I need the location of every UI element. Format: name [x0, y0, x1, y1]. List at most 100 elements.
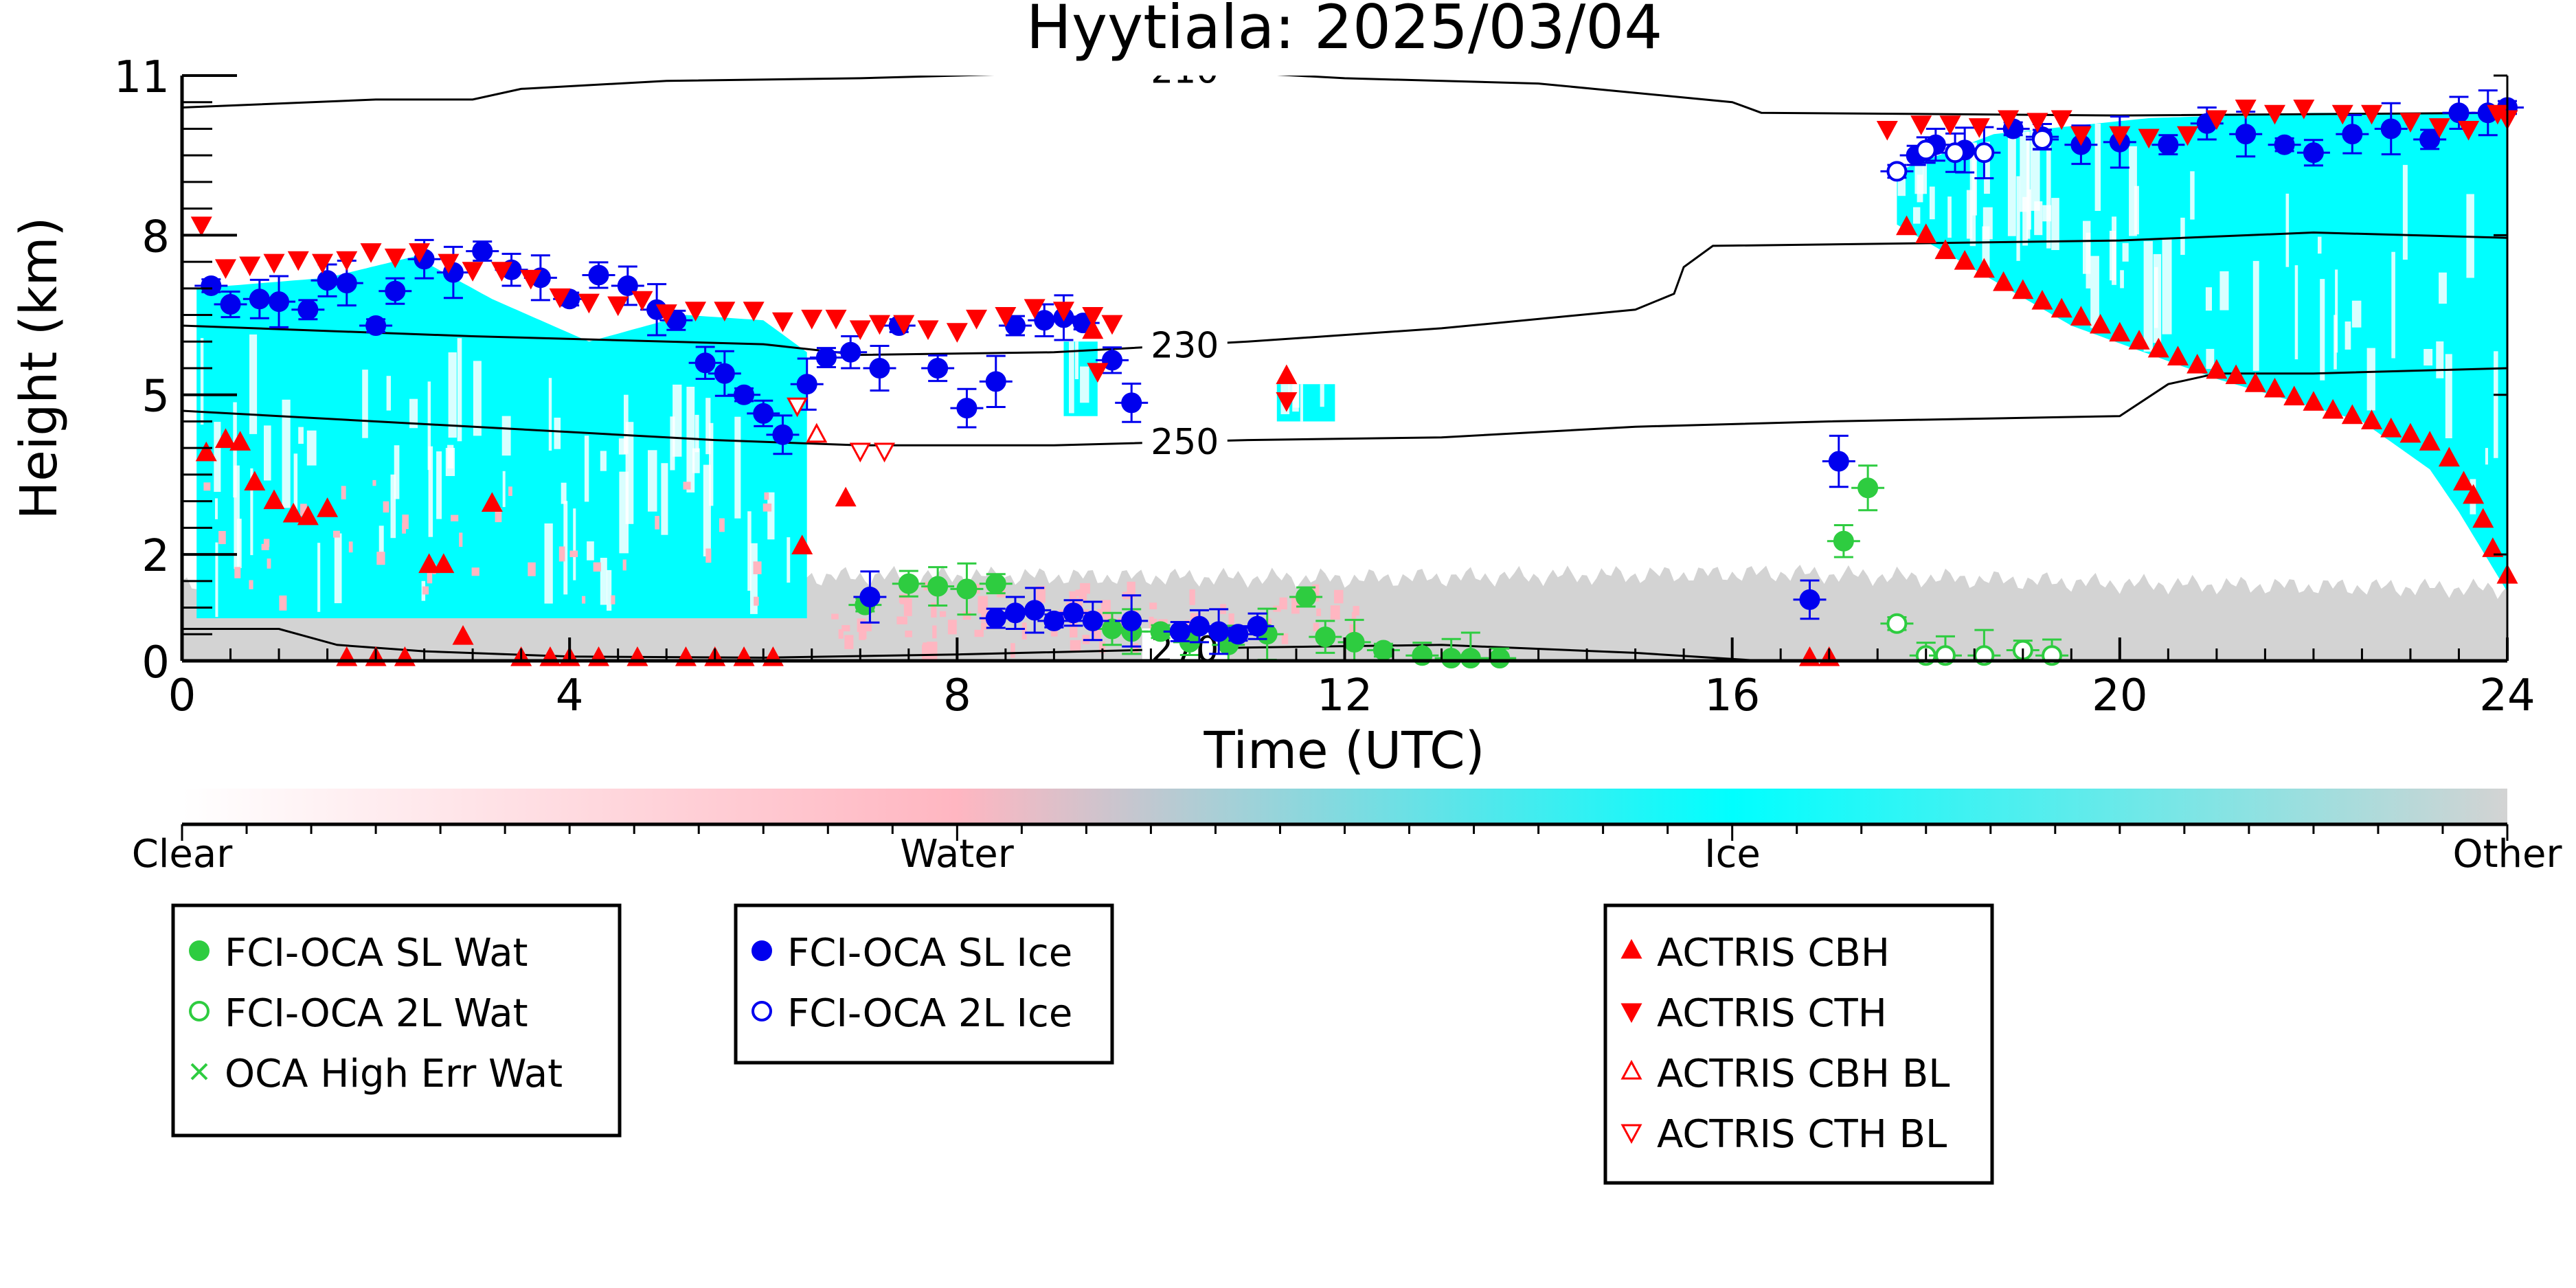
water-pixel — [528, 562, 536, 576]
cloud-region-ice — [1063, 341, 1098, 416]
data-point — [1945, 142, 1966, 163]
data-point — [956, 398, 978, 419]
legend-area: FCI-OCA SL Wat FCI-OCA 2L Wat OCA High Err… — [171, 903, 1994, 1185]
data-point — [1934, 239, 1956, 260]
cloud-gap — [200, 338, 204, 425]
water-pixel — [932, 625, 937, 639]
cloud-gap — [1913, 207, 1921, 224]
water-pixel — [1189, 589, 1195, 605]
chart-title: Hyytiala: 2025/03/04 — [1026, 0, 1662, 63]
legend-entry: FCI-OCA 2L Ice — [752, 991, 1072, 1036]
colorbar-label: Ice — [1704, 832, 1761, 877]
data-point — [2070, 306, 2092, 326]
water-pixel — [1099, 641, 1105, 653]
cloud-gap — [2022, 196, 2029, 246]
cloud-gap — [386, 376, 391, 411]
x-tick-label: 0 — [168, 670, 196, 721]
data-point — [1052, 302, 1074, 321]
cloud-gap — [2028, 189, 2031, 230]
cloud-gap — [584, 436, 589, 502]
colorbar-label: Water — [900, 832, 1015, 877]
contour-label-bg — [1142, 76, 1228, 89]
data-point — [481, 492, 503, 512]
cloud-gap — [2402, 165, 2408, 260]
water-pixel — [348, 541, 353, 553]
data-point — [1004, 315, 1026, 337]
data-point — [365, 315, 387, 337]
water-pixel — [422, 586, 429, 595]
cloud-gap — [293, 453, 298, 520]
data-point — [1620, 1003, 1642, 1024]
data-point — [360, 243, 382, 263]
water-pixel — [569, 550, 578, 558]
data-point — [1968, 118, 1990, 138]
cloud-gap — [648, 450, 657, 512]
series-actris-cbh-bl — [806, 422, 828, 443]
data-point — [787, 397, 809, 418]
water-pixel — [831, 613, 839, 620]
data-point — [2472, 508, 2494, 528]
data-point — [317, 270, 338, 291]
water-pixel — [903, 598, 912, 616]
data-point — [2322, 398, 2344, 419]
contour-label: 230 — [1151, 325, 1219, 366]
cloud-gap — [587, 541, 594, 561]
cloud-gap — [2485, 448, 2488, 465]
cloud-gap — [2020, 131, 2029, 212]
cloud-gap — [1074, 341, 1078, 379]
data-point — [2167, 346, 2189, 366]
data-point — [617, 275, 638, 296]
data-point — [1024, 299, 1046, 319]
legend-box-3: ACTRIS CBH ACTRIS CTH ACTRIS CBH BL ACTRIS … — [1603, 903, 1994, 1185]
contour-label-bg — [1142, 421, 1228, 460]
cloud-gap — [563, 501, 568, 595]
cloud-gap — [427, 381, 431, 471]
cloud-gap — [1929, 186, 1935, 220]
water-pixel — [341, 486, 346, 499]
cloud-gap — [2366, 348, 2375, 411]
water-pixel — [1050, 631, 1058, 637]
data-point — [2206, 359, 2228, 379]
data-point — [282, 502, 304, 523]
water-pixel — [753, 561, 762, 574]
cloud-gap — [561, 482, 567, 504]
cloud-gap — [2190, 171, 2195, 220]
cloud-gap — [750, 543, 758, 614]
water-pixel — [1266, 618, 1272, 627]
water-pixel — [383, 501, 389, 513]
data-point — [2263, 104, 2286, 125]
data-point — [1896, 215, 1918, 236]
legend-entry: OCA High Err Wat — [190, 1052, 563, 1096]
water-pixel — [451, 515, 459, 521]
cloud-gap — [548, 378, 552, 451]
cloud-gap — [2143, 240, 2153, 352]
water-pixel — [838, 629, 844, 639]
data-point — [1973, 258, 1995, 278]
data-point — [190, 216, 212, 237]
data-point — [214, 428, 236, 449]
water-pixel — [1080, 583, 1090, 594]
cloud-gap — [600, 558, 607, 605]
data-point — [743, 302, 765, 321]
water-pixel — [1349, 624, 1357, 636]
water-pixel — [279, 595, 287, 611]
data-point — [1121, 392, 1142, 414]
cloud-gap — [2494, 351, 2498, 458]
water-pixel — [1281, 633, 1289, 644]
legend-box-2: FCI-OCA SL Ice FCI-OCA 2L Ice — [734, 903, 1114, 1065]
data-point — [452, 624, 474, 645]
cloud-gap — [2122, 242, 2129, 262]
data-point — [2380, 118, 2402, 139]
data-point — [2206, 110, 2228, 131]
cloud-gap — [250, 468, 253, 556]
data-point — [1998, 110, 2020, 131]
water-pixel — [719, 518, 725, 532]
water-pixel — [754, 596, 759, 606]
water-pixel — [1273, 605, 1281, 612]
water-pixel — [333, 530, 340, 538]
cloud-gap — [2007, 133, 2016, 236]
data-point — [2158, 134, 2179, 155]
cloud-gap — [2294, 265, 2298, 360]
water-pixel — [300, 504, 307, 516]
